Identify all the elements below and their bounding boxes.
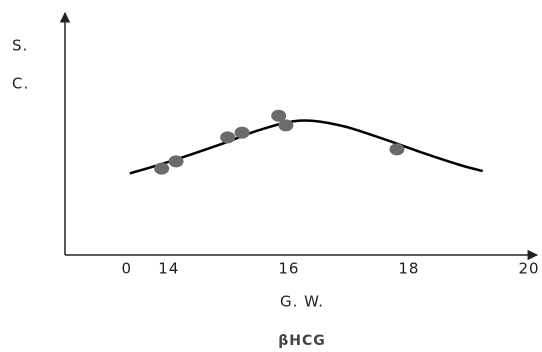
x-tick-label: 0 xyxy=(122,260,133,278)
fit-curve xyxy=(129,119,484,175)
x-tick-label: 16 xyxy=(278,260,299,278)
x-tick-label: 18 xyxy=(398,260,419,278)
x-axis-label: G. W. xyxy=(280,293,324,311)
data-point xyxy=(271,109,287,122)
data-point xyxy=(168,155,184,168)
data-point xyxy=(389,143,405,156)
x-tick-label: 14 xyxy=(158,260,179,278)
x-tick-label: 20 xyxy=(518,260,539,278)
data-point xyxy=(220,131,236,144)
data-point xyxy=(234,126,250,139)
data-point xyxy=(278,119,294,132)
chart-title: βHCG xyxy=(278,333,326,349)
y-axis-label: C. xyxy=(12,75,29,93)
y-axis-label: S. xyxy=(12,37,28,55)
data-point xyxy=(154,162,170,175)
